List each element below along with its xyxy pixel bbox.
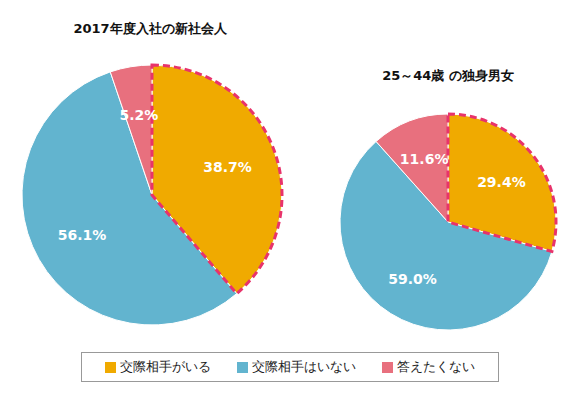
html-text:答えたくない: 答えたくない [397, 359, 475, 374]
html-text:交際相手はいない: 交際相手はいない [252, 359, 356, 374]
svg-text:56.1%: 56.1% [58, 227, 107, 243]
svg-text:29.4%: 29.4% [477, 174, 526, 190]
html-text:交際相手がいる: 交際相手がいる [120, 359, 211, 374]
svg-text:2017年度入社の新社会人: 2017年度入社の新社会人 [73, 21, 227, 36]
svg-text:59.0%: 59.0% [388, 271, 437, 287]
svg-text:25～44歳 の独身男女: 25～44歳 の独身男女 [382, 68, 514, 83]
svg-text:11.6%: 11.6% [400, 151, 449, 167]
svg-text:38.7%: 38.7% [203, 159, 252, 175]
svg-text:5.2%: 5.2% [119, 107, 158, 123]
